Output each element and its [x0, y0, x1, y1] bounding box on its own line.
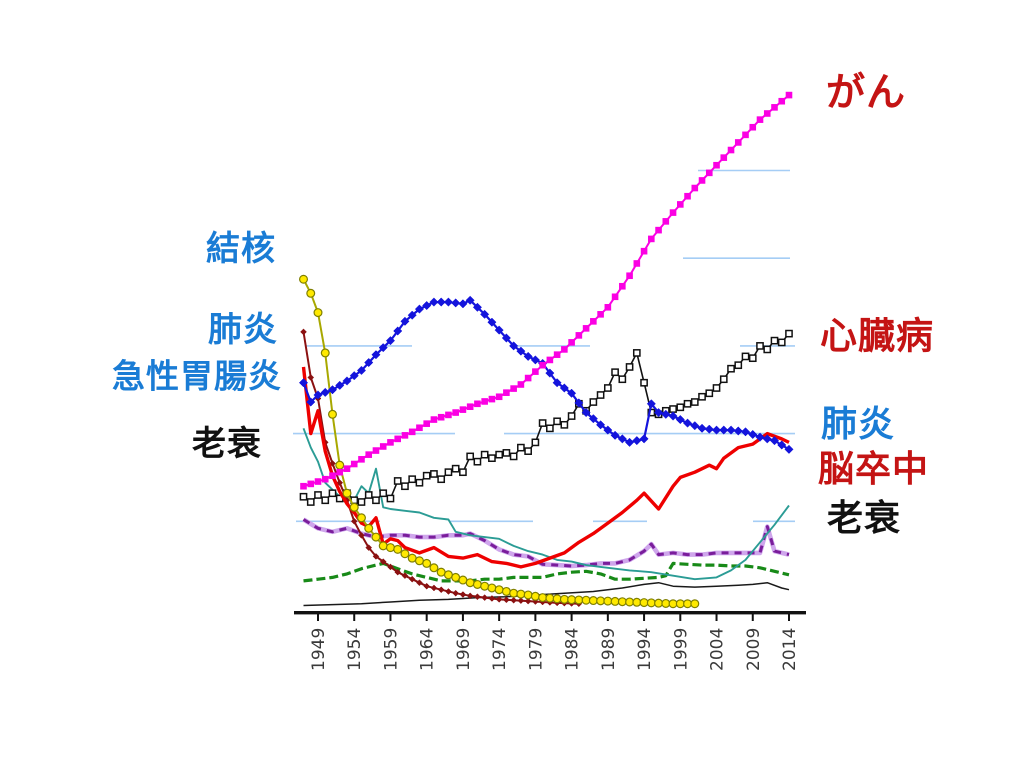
- series-がん: [300, 91, 793, 490]
- gridlines: [293, 169, 795, 523]
- x-tick-label: 2014: [780, 628, 800, 671]
- x-tick-label: 1994: [635, 628, 655, 671]
- x-tick-label: 2009: [744, 628, 764, 671]
- label-pneumonia-left: 肺炎: [208, 310, 278, 350]
- label-tuberculosis-left: 結核: [206, 229, 276, 269]
- x-tick-label: 1954: [345, 628, 365, 671]
- x-tick-label: 1974: [490, 628, 510, 671]
- x-tick-label: 1959: [381, 628, 401, 671]
- x-axis: 1949 1954 1959 1964 1969 1974 1979 1984 1989 1994…: [294, 611, 806, 671]
- x-tick-label: 1964: [418, 628, 438, 671]
- label-heart-disease: 心臓病: [820, 314, 934, 358]
- label-gastroenteritis: 急性胃腸炎: [112, 356, 282, 396]
- label-senility-right: 老衰: [827, 498, 902, 539]
- label-stroke: 脳卒中: [818, 449, 930, 490]
- label-pneumonia-right: 肺炎: [821, 404, 896, 445]
- x-tick-label: 1999: [671, 628, 691, 671]
- label-cancer: がん: [826, 70, 907, 116]
- x-tick-label: 1949: [309, 628, 329, 671]
- series-unlabeled-purple-dashed: [302, 517, 790, 569]
- x-tick-label: 1984: [563, 628, 583, 671]
- series-結核: [299, 274, 700, 609]
- x-tick-label: 1969: [454, 628, 474, 671]
- x-tick-label: 1979: [526, 628, 546, 671]
- series-心臓病: [299, 329, 793, 506]
- x-tick-label: 2004: [708, 628, 728, 671]
- label-senility-left: 老衰: [192, 424, 262, 464]
- series-unlabeled-thin-black: [303, 581, 790, 607]
- series-肺炎: [301, 366, 790, 569]
- x-tick-label: 1989: [599, 628, 619, 671]
